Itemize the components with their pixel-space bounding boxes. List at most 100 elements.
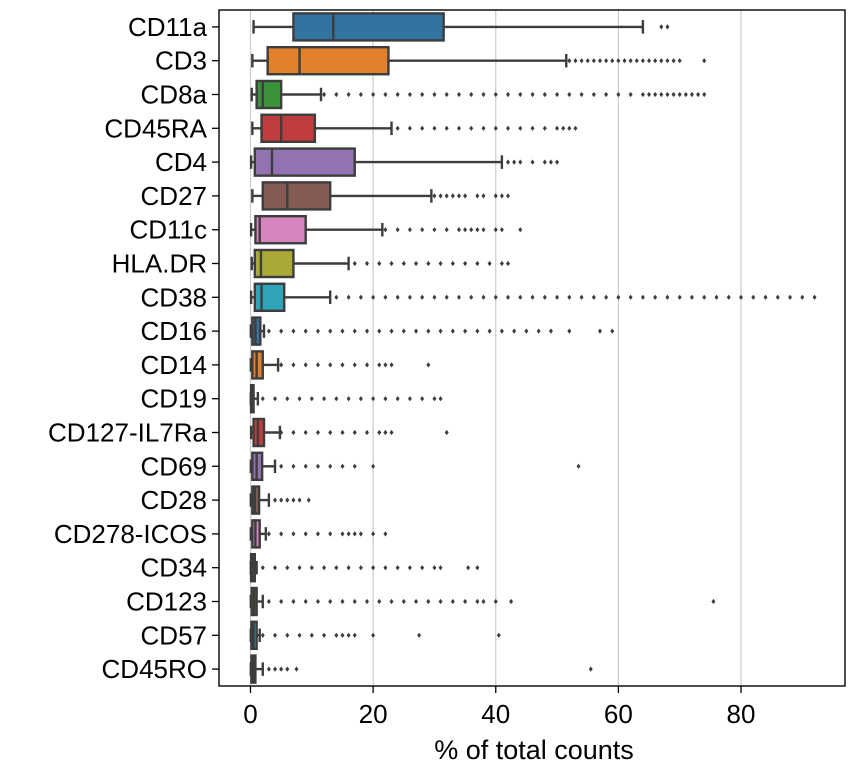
outlier-point — [383, 396, 388, 402]
x-tick-label: 20 — [359, 699, 388, 729]
outlier-point — [438, 260, 443, 267]
outlier-point — [567, 328, 572, 334]
outlier-point — [665, 58, 670, 64]
y-tick-label: CD16 — [141, 316, 207, 346]
outlier-point — [291, 328, 296, 334]
outlier-point — [414, 598, 419, 605]
outlier-point — [463, 328, 468, 334]
outlier-point — [726, 294, 731, 300]
outlier-point — [285, 497, 290, 503]
outlier-point — [279, 463, 284, 469]
outlier-point — [432, 396, 437, 402]
outlier-point — [303, 463, 308, 469]
outlier-point — [279, 362, 284, 368]
outlier-point — [671, 58, 676, 64]
box-series — [249, 12, 817, 684]
outlier-point — [499, 328, 504, 334]
outlier-point — [260, 565, 265, 571]
outlier-point — [579, 58, 584, 64]
outlier-point — [506, 193, 511, 199]
outlier-point — [475, 193, 480, 199]
outlier-point — [518, 125, 523, 131]
outlier-point — [530, 294, 535, 300]
outlier-point — [493, 294, 498, 300]
box-iqr — [292, 12, 445, 42]
outlier-point — [273, 565, 278, 571]
outlier-point — [279, 531, 284, 537]
outlier-point — [487, 260, 492, 267]
outlier-point — [383, 531, 388, 537]
outlier-point — [555, 91, 560, 98]
outlier-point — [401, 328, 406, 334]
outlier-point — [616, 58, 621, 64]
box-cd4 — [249, 147, 560, 177]
outlier-point — [309, 396, 314, 402]
outlier-point — [567, 294, 572, 300]
outlier-point — [463, 193, 468, 199]
y-tick-label: CD34 — [141, 553, 207, 583]
outlier-point — [291, 429, 296, 436]
outlier-point — [512, 328, 517, 334]
outlier-point — [469, 294, 474, 300]
box-cd11a — [252, 12, 670, 42]
outlier-point — [389, 429, 394, 436]
outlier-point — [640, 58, 645, 64]
y-tick-label: CD69 — [141, 451, 207, 481]
outlier-point — [475, 260, 480, 267]
outlier-point — [677, 58, 682, 64]
outlier-point — [702, 91, 707, 98]
outlier-point — [518, 159, 523, 165]
outlier-point — [689, 294, 694, 300]
outlier-point — [628, 91, 633, 98]
outlier-point — [346, 294, 351, 300]
outlier-point — [306, 497, 311, 503]
outlier-point — [487, 328, 492, 334]
outlier-point — [542, 91, 547, 98]
outlier-point — [395, 294, 400, 300]
outlier-point — [677, 91, 682, 98]
outlier-point — [420, 227, 425, 233]
outlier-point — [383, 565, 388, 571]
outlier-point — [432, 294, 437, 300]
outlier-point — [530, 159, 535, 165]
outlier-point — [456, 125, 461, 131]
outlier-point — [334, 91, 339, 98]
y-tick-label: CD45RO — [102, 654, 207, 684]
outlier-point — [567, 91, 572, 98]
outlier-point — [493, 598, 498, 605]
outlier-point — [506, 260, 511, 267]
outlier-point — [279, 497, 284, 503]
outlier-point — [407, 565, 412, 571]
outlier-point — [711, 598, 716, 605]
outlier-point — [371, 565, 376, 571]
outlier-point — [273, 666, 278, 672]
outlier-point — [610, 58, 615, 64]
outlier-point — [328, 598, 333, 605]
outlier-point — [420, 396, 425, 402]
outlier-point — [640, 91, 645, 98]
outlier-point — [493, 125, 498, 131]
outlier-point — [297, 396, 302, 402]
outlier-point — [444, 91, 449, 98]
outlier-point — [463, 260, 468, 267]
outlier-point — [328, 362, 333, 368]
y-tick-label: CD27 — [141, 181, 207, 211]
outlier-point — [438, 565, 443, 571]
outlier-point — [481, 294, 486, 300]
outlier-point — [291, 463, 296, 469]
outlier-point — [616, 294, 621, 300]
outlier-point — [279, 429, 284, 436]
outlier-point — [273, 396, 278, 402]
outlier-point — [303, 328, 308, 334]
box-cd45ra — [251, 113, 578, 144]
outlier-point — [279, 598, 284, 605]
y-tick-label: CD11a — [128, 12, 208, 42]
outlier-point — [689, 91, 694, 98]
outlier-point — [647, 91, 652, 98]
outlier-point — [371, 294, 376, 300]
box-hla-dr — [250, 248, 511, 279]
outlier-point — [303, 531, 308, 537]
box-cd45ro — [249, 654, 593, 684]
outlier-point — [426, 598, 431, 605]
outlier-point — [420, 125, 425, 131]
